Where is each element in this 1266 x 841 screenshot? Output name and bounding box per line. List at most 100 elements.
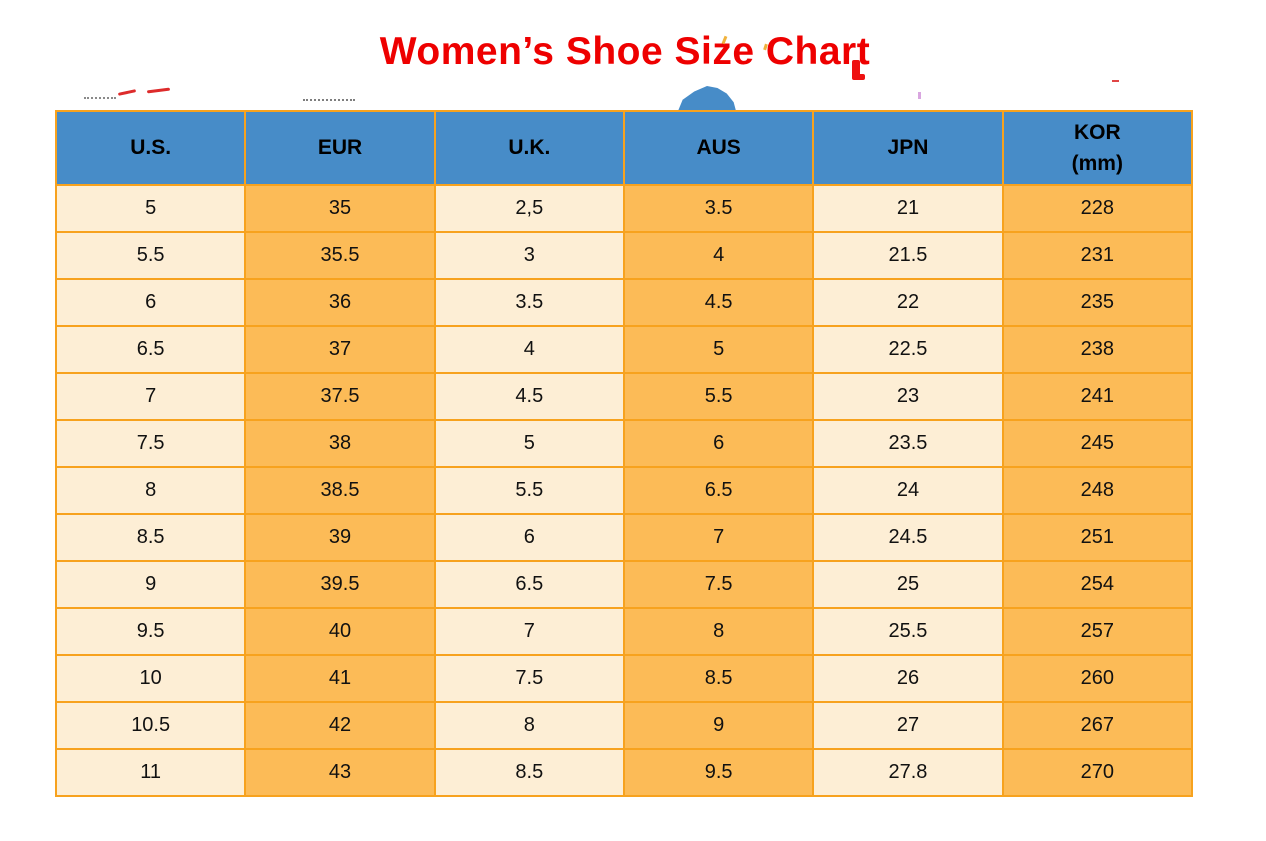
size-cell: 35.5 [244, 231, 436, 280]
table-row: 6.5 37 4 5 22.5 238 [54, 325, 1194, 374]
size-cell: 8.5 [54, 513, 247, 562]
size-cell: 257 [1001, 607, 1194, 656]
size-cell: 8.5 [433, 748, 625, 797]
size-cell: 8 [54, 466, 247, 515]
size-cell: 5 [622, 325, 815, 374]
size-cell: 7 [433, 607, 625, 656]
size-cell: 22.5 [812, 325, 1004, 374]
size-cell: 9 [622, 701, 815, 750]
size-cell: 3 [433, 231, 625, 280]
size-cell: 42 [244, 701, 436, 750]
size-cell: 5 [433, 419, 625, 468]
size-cell: 24 [812, 466, 1004, 515]
smudge-artifact [84, 97, 116, 99]
column-header-jpn: JPN [812, 110, 1004, 186]
size-cell: 41 [244, 654, 436, 703]
size-table-body: 5 35 2,5 3.5 21 228 5.5 35.5 3 4 21.5 231 6 36 3.5 4.5 2… [54, 184, 1194, 797]
size-cell: 4 [433, 325, 625, 374]
size-cell: 267 [1001, 701, 1194, 750]
size-cell: 22 [812, 278, 1004, 327]
table-row: 8 38.5 5.5 6.5 24 248 [54, 466, 1194, 515]
size-cell: 6 [54, 278, 247, 327]
size-cell: 235 [1001, 278, 1194, 327]
size-cell: 7.5 [622, 560, 815, 609]
size-cell: 38 [244, 419, 436, 468]
size-cell: 11 [54, 748, 247, 797]
size-cell: 270 [1001, 748, 1194, 797]
size-cell: 3.5 [622, 184, 815, 233]
table-row: 7 37.5 4.5 5.5 23 241 [54, 372, 1194, 421]
size-cell: 4 [622, 231, 815, 280]
smudge-artifact [1112, 80, 1119, 82]
size-cell: 231 [1001, 231, 1194, 280]
size-cell: 10 [54, 654, 247, 703]
size-cell: 5.5 [433, 466, 625, 515]
shoe-size-table: U.S. EUR U.K. AUS JPN KOR (mm) 5 35 2,5 3.5… [54, 110, 1194, 797]
column-header-us: U.S. [54, 110, 247, 186]
size-cell: 37 [244, 325, 436, 374]
size-cell: 6 [433, 513, 625, 562]
table-row: 7.5 38 5 6 23.5 245 [54, 419, 1194, 468]
size-cell: 27.8 [812, 748, 1004, 797]
header-row: U.S. EUR U.K. AUS JPN KOR (mm) [54, 110, 1194, 186]
size-cell: 9.5 [622, 748, 815, 797]
table-row: 8.5 39 6 7 24.5 251 [54, 513, 1194, 562]
table-row: 6 36 3.5 4.5 22 235 [54, 278, 1194, 327]
size-cell: 228 [1001, 184, 1194, 233]
table-row: 9 39.5 6.5 7.5 25 254 [54, 560, 1194, 609]
size-cell: 5.5 [622, 372, 815, 421]
smudge-artifact [303, 99, 355, 101]
size-cell: 6.5 [54, 325, 247, 374]
table-row: 5.5 35.5 3 4 21.5 231 [54, 231, 1194, 280]
size-cell: 260 [1001, 654, 1194, 703]
size-cell: 245 [1001, 419, 1194, 468]
size-cell: 8 [433, 701, 625, 750]
size-cell: 40 [244, 607, 436, 656]
size-cell: 39.5 [244, 560, 436, 609]
size-cell: 6.5 [433, 560, 625, 609]
size-cell: 8 [622, 607, 815, 656]
size-cell: 43 [244, 748, 436, 797]
size-cell: 37.5 [244, 372, 436, 421]
size-cell: 251 [1001, 513, 1194, 562]
size-cell: 238 [1001, 325, 1194, 374]
table-row: 5 35 2,5 3.5 21 228 [54, 184, 1194, 233]
size-cell: 6 [622, 419, 815, 468]
table-header: U.S. EUR U.K. AUS JPN KOR (mm) [54, 110, 1194, 186]
size-cell: 7.5 [433, 654, 625, 703]
size-cell: 21.5 [812, 231, 1004, 280]
size-cell: 21 [812, 184, 1004, 233]
smudge-artifact [146, 87, 171, 94]
smudge-artifact [852, 74, 865, 80]
table-row: 9.5 40 7 8 25.5 257 [54, 607, 1194, 656]
column-header-kor: KOR (mm) [1001, 110, 1194, 186]
size-cell: 2,5 [433, 184, 625, 233]
column-header-uk: U.K. [433, 110, 625, 186]
smudge-artifact [852, 60, 860, 77]
size-cell: 25 [812, 560, 1004, 609]
size-cell: 10.5 [54, 701, 247, 750]
size-cell: 7 [54, 372, 247, 421]
size-cell: 23 [812, 372, 1004, 421]
page-title: Women’s Shoe Size Chart [379, 30, 871, 73]
cursor-blob-artifact [678, 86, 736, 111]
table-row: 10 41 7.5 8.5 26 260 [54, 654, 1194, 703]
size-cell: 5 [54, 184, 247, 233]
size-cell: 35 [244, 184, 436, 233]
size-cell: 7.5 [54, 419, 247, 468]
size-cell: 9.5 [54, 607, 247, 656]
size-cell: 241 [1001, 372, 1194, 421]
size-cell: 23.5 [812, 419, 1004, 468]
table-row: 10.5 42 8 9 27 267 [54, 701, 1194, 750]
size-cell: 5.5 [54, 231, 247, 280]
size-cell: 27 [812, 701, 1004, 750]
column-header-eur: EUR [244, 110, 436, 186]
size-cell: 6.5 [622, 466, 815, 515]
size-cell: 38.5 [244, 466, 436, 515]
size-cell: 4.5 [433, 372, 625, 421]
smudge-artifact [117, 89, 137, 96]
size-cell: 39 [244, 513, 436, 562]
size-cell: 26 [812, 654, 1004, 703]
size-cell: 248 [1001, 466, 1194, 515]
